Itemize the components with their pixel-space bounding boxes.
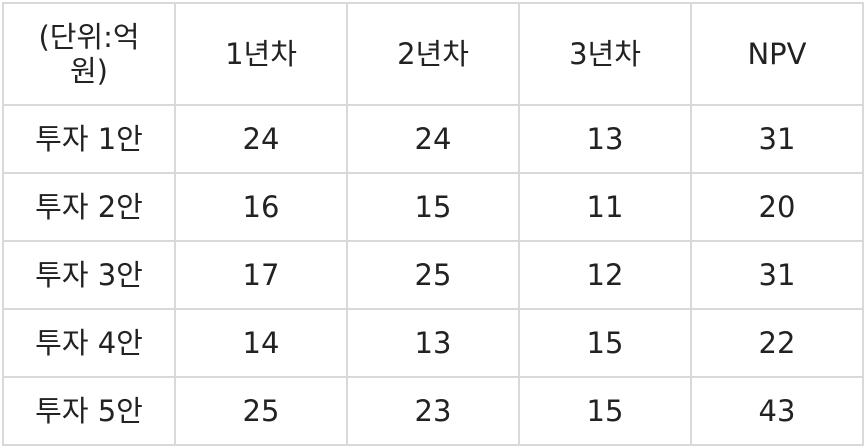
row-label: 투자 2안 [2,172,176,242]
row-label: 투자 3안 [2,240,176,310]
cell-year2: 15 [346,172,520,242]
cell-year2: 25 [346,240,520,310]
unit-label-line1: (단위:억 [38,20,140,54]
header-npv: NPV [690,2,864,106]
table-row: 투자 2안 16 15 11 20 [2,172,864,242]
cell-year3: 15 [518,308,692,378]
cell-year1: 17 [174,240,348,310]
table-row: 투자 4안 14 13 15 22 [2,308,864,378]
header-year3: 3년차 [518,2,692,106]
row-label: 투자 4안 [2,308,176,378]
table-row: 투자 1안 24 24 13 31 [2,104,864,174]
table-row: 투자 3안 17 25 12 31 [2,240,864,310]
unit-label-line2: 원) [70,54,108,88]
row-label: 투자 1안 [2,104,176,174]
cell-year1: 24 [174,104,348,174]
cell-year1: 16 [174,172,348,242]
cell-year3: 13 [518,104,692,174]
cell-npv: 31 [690,240,864,310]
cell-year3: 15 [518,376,692,446]
cell-year3: 11 [518,172,692,242]
cell-npv: 20 [690,172,864,242]
cell-npv: 31 [690,104,864,174]
cell-year1: 14 [174,308,348,378]
header-row: (단위:억 원) 1년차 2년차 3년차 NPV [2,2,864,106]
unit-label-cell: (단위:억 원) [2,2,176,106]
cell-year1: 25 [174,376,348,446]
row-label: 투자 5안 [2,376,176,446]
cell-year2: 23 [346,376,520,446]
cell-npv: 22 [690,308,864,378]
table-row: 투자 5안 25 23 15 43 [2,376,864,446]
cell-year3: 12 [518,240,692,310]
cell-year2: 13 [346,308,520,378]
header-year2: 2년차 [346,2,520,106]
header-year1: 1년차 [174,2,348,106]
cell-year2: 24 [346,104,520,174]
cell-npv: 43 [690,376,864,446]
